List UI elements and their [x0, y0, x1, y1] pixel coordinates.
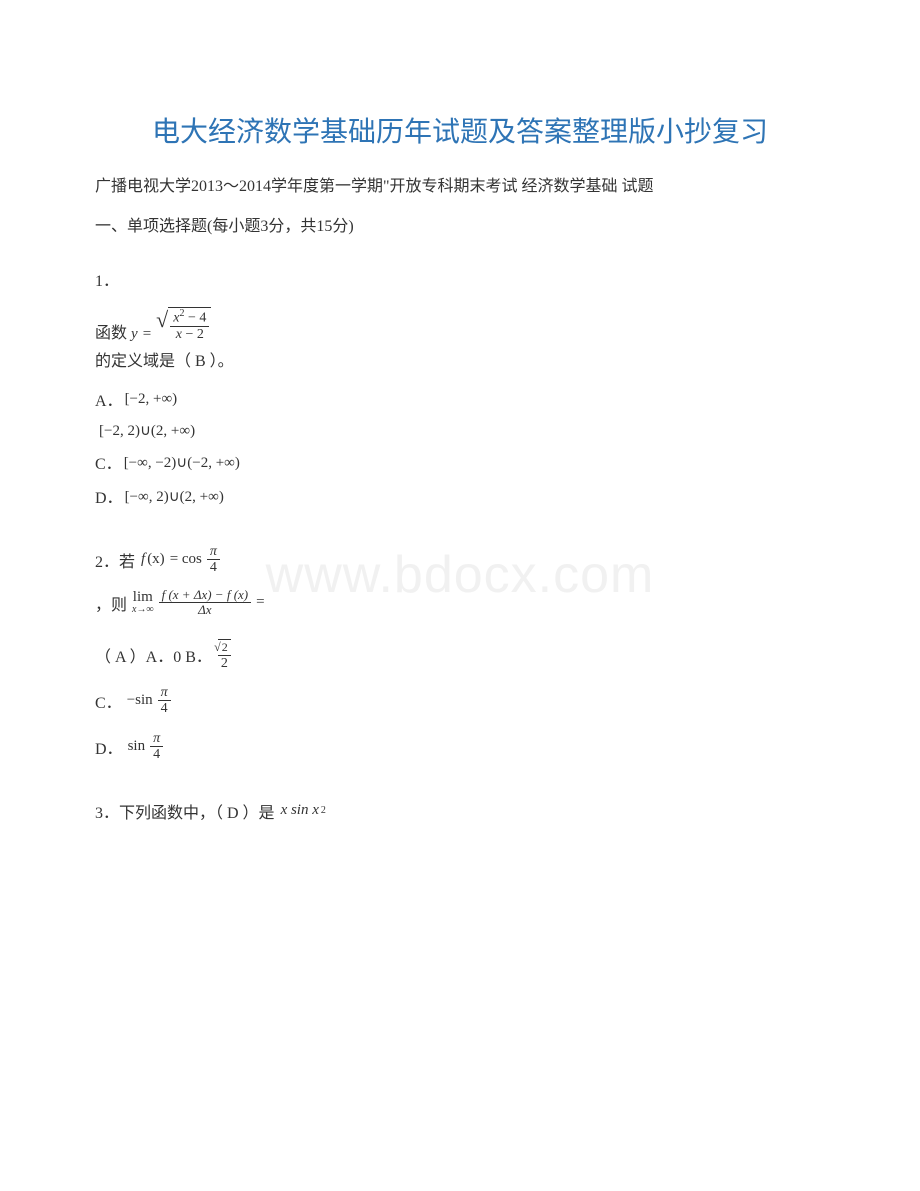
- q2-frac-c: π 4: [158, 685, 171, 717]
- q1-optC-label: C．: [95, 450, 122, 474]
- q1-optD-expr: [−∞, 2)∪(2, +∞): [125, 487, 224, 506]
- q2-optC-label: C．: [95, 689, 122, 713]
- page-title: 电大经济数学基础历年试题及答案整理版小抄复习: [95, 110, 825, 150]
- q1-option-a: A． [−2, +∞): [95, 387, 825, 411]
- q2-option-d: D． sin π 4: [95, 731, 825, 763]
- q2-stem-row1: 2．若 f (x) = cos π 4: [95, 544, 825, 576]
- q3-row: 3．下列函数中，（ D ）是 x sin x2: [95, 799, 825, 823]
- limit-icon: lim x→∞: [132, 590, 154, 615]
- q1-optA-label: A．: [95, 387, 123, 411]
- q2-pi1: π: [207, 544, 220, 559]
- q1-num-b: − 4: [188, 311, 206, 326]
- q2-eqend: =: [256, 594, 264, 611]
- q1-den-x: x: [176, 327, 182, 342]
- sqrt-icon: √ x2 − 4 x − 2: [156, 307, 211, 342]
- q1-prefix: 函数: [95, 319, 127, 343]
- q2-optD-label: D．: [95, 735, 123, 759]
- q2-four-c: 4: [158, 701, 171, 716]
- q1-optB-expr: [−2, 2)∪(2, +∞): [99, 421, 195, 440]
- q2-stem-row2: ，则 lim x→∞ f (x + Δx) − f (x) Δx =: [95, 588, 825, 618]
- q3-expr: x sin x: [281, 802, 319, 819]
- q1-function-row: 函数 y = √ x2 − 4 x − 2: [95, 307, 825, 342]
- intro-line-1: 广播电视大学2013～2014学年度第一学期"开放专科期末考试 经济数学基础 试…: [95, 172, 825, 202]
- q1-optA-expr: [−2, +∞): [125, 391, 178, 408]
- q2-limsub: x→∞: [132, 605, 154, 615]
- q2-diff-num: f (x + Δx) − f (x): [159, 588, 252, 602]
- q1-number: 1．: [95, 267, 825, 297]
- q2-possin: sin: [128, 738, 146, 755]
- q3-exp: 2: [321, 805, 326, 816]
- q2-negsin: −sin: [127, 692, 153, 709]
- q2-four1: 4: [207, 560, 220, 575]
- q1-eq: =: [143, 326, 151, 343]
- q1-den-b: − 2: [185, 327, 203, 342]
- q1-stem: 的定义域是（ B ）。: [95, 347, 825, 377]
- q2-f: f: [141, 551, 145, 568]
- q1-option-c: C． [−∞, −2)∪(−2, +∞): [95, 450, 825, 474]
- q1-fraction: x2 − 4 x − 2: [170, 308, 209, 342]
- q2-frac2: f (x + Δx) − f (x) Δx: [159, 588, 252, 618]
- q2-option-ab: （ A ）A．0 B． √2 2: [95, 639, 825, 671]
- q2-diff-den: Δx: [195, 603, 214, 617]
- q2-fx: (x): [147, 551, 165, 568]
- q2-root2-frac: √2 2: [218, 639, 231, 671]
- q1-y: y: [131, 326, 138, 343]
- intro-line-2: 一、单项选择题(每小题3分，共15分): [95, 212, 825, 242]
- q2-frac1: π 4: [207, 544, 220, 576]
- q1-option-d: D． [−∞, 2)∪(2, +∞): [95, 484, 825, 508]
- q2-then: ，则: [95, 591, 127, 615]
- q1-num-exp: 2: [179, 308, 184, 319]
- q2-option-c: C． −sin π 4: [95, 685, 825, 717]
- q1-optC-expr: [−∞, −2)∪(−2, +∞): [124, 453, 240, 472]
- q2-pi-c: π: [158, 685, 171, 700]
- q3-text: 3．下列函数中，（ D ）是: [95, 799, 275, 823]
- q1-option-b: [−2, 2)∪(2, +∞): [95, 421, 825, 440]
- q2-eq1: = cos: [170, 551, 202, 568]
- q2-lim: lim: [133, 590, 153, 605]
- q2-frac-d: π 4: [150, 731, 163, 763]
- q2-optA: （ A ）A．0 B．: [95, 643, 212, 667]
- q2-two: 2: [218, 656, 231, 671]
- q2-prefix: 2．若: [95, 548, 135, 572]
- q2-pi-d: π: [150, 731, 163, 746]
- q1-optD-label: D．: [95, 484, 123, 508]
- q2-four-d: 4: [150, 747, 163, 762]
